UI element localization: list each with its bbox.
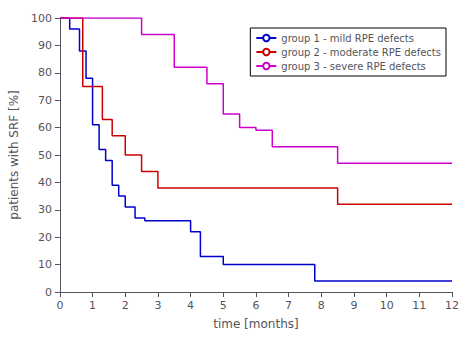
svg-text:0: 0 [56, 299, 63, 312]
svg-text:30: 30 [38, 203, 52, 216]
svg-text:group 1 - mild RPE defects: group 1 - mild RPE defects [281, 33, 414, 44]
svg-text:90: 90 [38, 39, 52, 52]
svg-text:2: 2 [122, 299, 129, 312]
svg-text:1: 1 [89, 299, 96, 312]
svg-text:10: 10 [380, 299, 394, 312]
svg-text:20: 20 [38, 231, 52, 244]
svg-text:70: 70 [38, 94, 52, 107]
svg-text:4: 4 [187, 299, 194, 312]
svg-text:time [months]: time [months] [213, 317, 299, 331]
svg-text:40: 40 [38, 176, 52, 189]
svg-text:group 2 - moderate RPE defects: group 2 - moderate RPE defects [281, 47, 441, 58]
svg-text:group 3 - severe RPE defects: group 3 - severe RPE defects [281, 61, 425, 72]
svg-text:100: 100 [31, 12, 52, 25]
svg-text:9: 9 [350, 299, 357, 312]
svg-text:0: 0 [45, 286, 52, 299]
svg-text:5: 5 [220, 299, 227, 312]
svg-text:50: 50 [38, 149, 52, 162]
svg-text:8: 8 [318, 299, 325, 312]
svg-text:80: 80 [38, 66, 52, 79]
svg-text:7: 7 [285, 299, 292, 312]
svg-text:60: 60 [38, 121, 52, 134]
svg-text:10: 10 [38, 258, 52, 271]
svg-text:3: 3 [154, 299, 161, 312]
svg-text:6: 6 [252, 299, 259, 312]
svg-text:12: 12 [445, 299, 459, 312]
svg-text:11: 11 [412, 299, 426, 312]
svg-text:patients with SRF [%]: patients with SRF [%] [7, 90, 21, 219]
